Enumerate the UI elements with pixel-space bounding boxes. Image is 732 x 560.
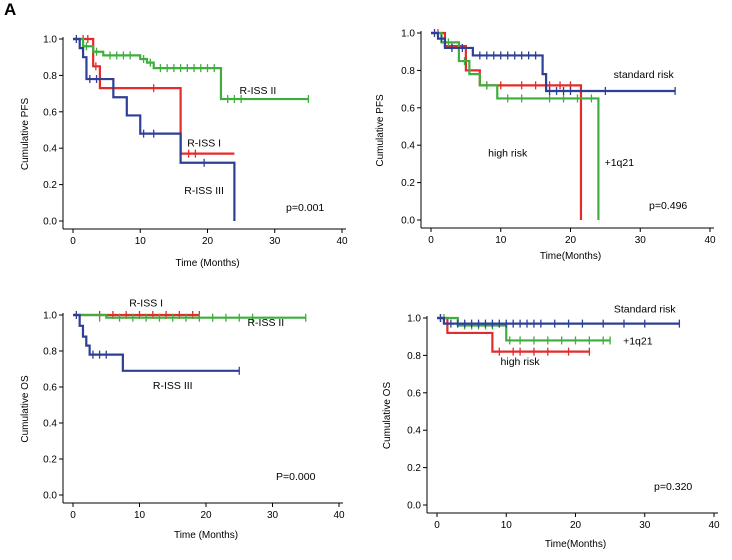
series-line-r-iss-ii bbox=[73, 313, 306, 319]
series-line--1q21 bbox=[437, 316, 611, 342]
y-tick-label: 0.0 bbox=[43, 217, 57, 228]
x-tick-label: 0 bbox=[70, 236, 76, 247]
x-tick-label: 30 bbox=[635, 235, 647, 246]
curve-label: high risk bbox=[501, 356, 541, 368]
x-tick-label: 10 bbox=[135, 236, 147, 247]
y-tick-label: 0.4 bbox=[43, 419, 57, 430]
series-line--1q21 bbox=[431, 31, 600, 220]
p-value: P=0.000 bbox=[276, 471, 316, 483]
y-tick-label: 0.6 bbox=[401, 103, 415, 114]
y-tick-label: 0.8 bbox=[43, 71, 57, 82]
x-tick-label: 40 bbox=[336, 236, 348, 247]
x-tick-label: 20 bbox=[570, 520, 582, 531]
y-tick-label: 0.8 bbox=[43, 347, 57, 358]
x-tick-label: 30 bbox=[269, 236, 281, 247]
curve-label: +1q21 bbox=[623, 335, 653, 347]
x-axis-title: Time (Months) bbox=[174, 530, 238, 541]
y-tick-label: 0.2 bbox=[407, 463, 421, 474]
chart-pfs-1q21: 0.0 0.2 0.4 0.6 0.8 1.0 0 10 20 30 40 Cumulative PF… bbox=[375, 29, 716, 263]
p-value: p=0.001 bbox=[286, 202, 324, 214]
y-tick-label: 0.0 bbox=[43, 491, 57, 502]
curve-label: R-ISS III bbox=[153, 380, 193, 392]
x-tick-label: 30 bbox=[267, 510, 279, 521]
x-axis-title: Time(Months) bbox=[545, 539, 606, 550]
y-axis-title: Cumulative PFS bbox=[20, 98, 31, 171]
x-axis-title: Time (Months) bbox=[175, 258, 239, 269]
series-line-r-iss-iii bbox=[73, 37, 236, 221]
panel-letter: A bbox=[4, 0, 17, 19]
curve-label: +1q21 bbox=[605, 157, 635, 169]
x-tick-label: 20 bbox=[200, 510, 212, 521]
chart-os-1q21: 0.0 0.2 0.4 0.6 0.8 1.0 0 10 20 30 40 Cumulative OS… bbox=[382, 304, 720, 550]
series-line-standard-risk bbox=[437, 316, 680, 325]
x-axis-title: Time(Months) bbox=[540, 251, 601, 262]
curve-label: standard risk bbox=[614, 69, 675, 81]
y-tick-label: 1.0 bbox=[43, 35, 57, 46]
y-tick-label: 0.6 bbox=[43, 383, 57, 394]
x-tick-label: 40 bbox=[704, 235, 716, 246]
curve-label: R-ISS II bbox=[240, 85, 277, 97]
y-tick-label: 0.0 bbox=[407, 501, 421, 512]
x-tick-label: 40 bbox=[333, 510, 345, 521]
curve-label: R-ISS I bbox=[129, 297, 163, 309]
y-tick-label: 0.8 bbox=[407, 351, 421, 362]
p-value: p=0.320 bbox=[654, 481, 692, 493]
y-tick-label: 0.2 bbox=[43, 180, 57, 191]
x-tick-label: 40 bbox=[708, 520, 720, 531]
y-tick-label: 0.2 bbox=[43, 455, 57, 466]
x-tick-label: 0 bbox=[434, 520, 440, 531]
curve-label: high risk bbox=[488, 148, 528, 160]
y-tick-label: 1.0 bbox=[407, 314, 421, 325]
p-value: p=0.496 bbox=[649, 200, 687, 212]
curve-label: R-ISS II bbox=[247, 317, 284, 329]
y-tick-label: 1.0 bbox=[401, 29, 415, 40]
chart-os-riss: 0.0 0.2 0.4 0.6 0.8 1.0 0 10 20 30 40 Cumulative OS… bbox=[20, 297, 345, 541]
y-tick-label: 0.8 bbox=[401, 66, 415, 77]
y-tick-label: 0.4 bbox=[401, 141, 415, 152]
series-line-r-iss-iii bbox=[73, 313, 240, 372]
x-tick-label: 10 bbox=[134, 510, 146, 521]
y-tick-label: 0.0 bbox=[401, 216, 415, 227]
y-tick-label: 0.6 bbox=[407, 388, 421, 399]
curve-label: Standard risk bbox=[614, 304, 677, 316]
x-tick-label: 20 bbox=[565, 235, 577, 246]
x-tick-label: 10 bbox=[501, 520, 513, 531]
y-tick-label: 0.4 bbox=[407, 426, 421, 437]
x-tick-label: 0 bbox=[70, 510, 76, 521]
y-tick-label: 0.6 bbox=[43, 107, 57, 118]
x-tick-label: 20 bbox=[202, 236, 214, 247]
y-tick-label: 1.0 bbox=[43, 311, 57, 322]
y-axis-title: Cumulative OS bbox=[20, 375, 31, 443]
chart-pfs-riss: 0.0 0.2 0.4 0.6 0.8 1.0 0 10 20 30 40 Cumulative PF… bbox=[20, 35, 348, 270]
curve-label: R-ISS I bbox=[187, 138, 221, 150]
curve-label: R-ISS III bbox=[184, 185, 224, 197]
y-tick-label: 0.4 bbox=[43, 144, 57, 155]
y-tick-label: 0.2 bbox=[401, 178, 415, 189]
series-line-standard-risk bbox=[431, 31, 676, 93]
x-tick-label: 0 bbox=[428, 235, 434, 246]
x-tick-label: 30 bbox=[639, 520, 651, 531]
y-axis-title: Cumulative PFS bbox=[375, 94, 386, 167]
x-tick-label: 10 bbox=[495, 235, 507, 246]
series-line-high-risk bbox=[431, 31, 583, 220]
y-axis-title: Cumulative OS bbox=[382, 382, 393, 450]
